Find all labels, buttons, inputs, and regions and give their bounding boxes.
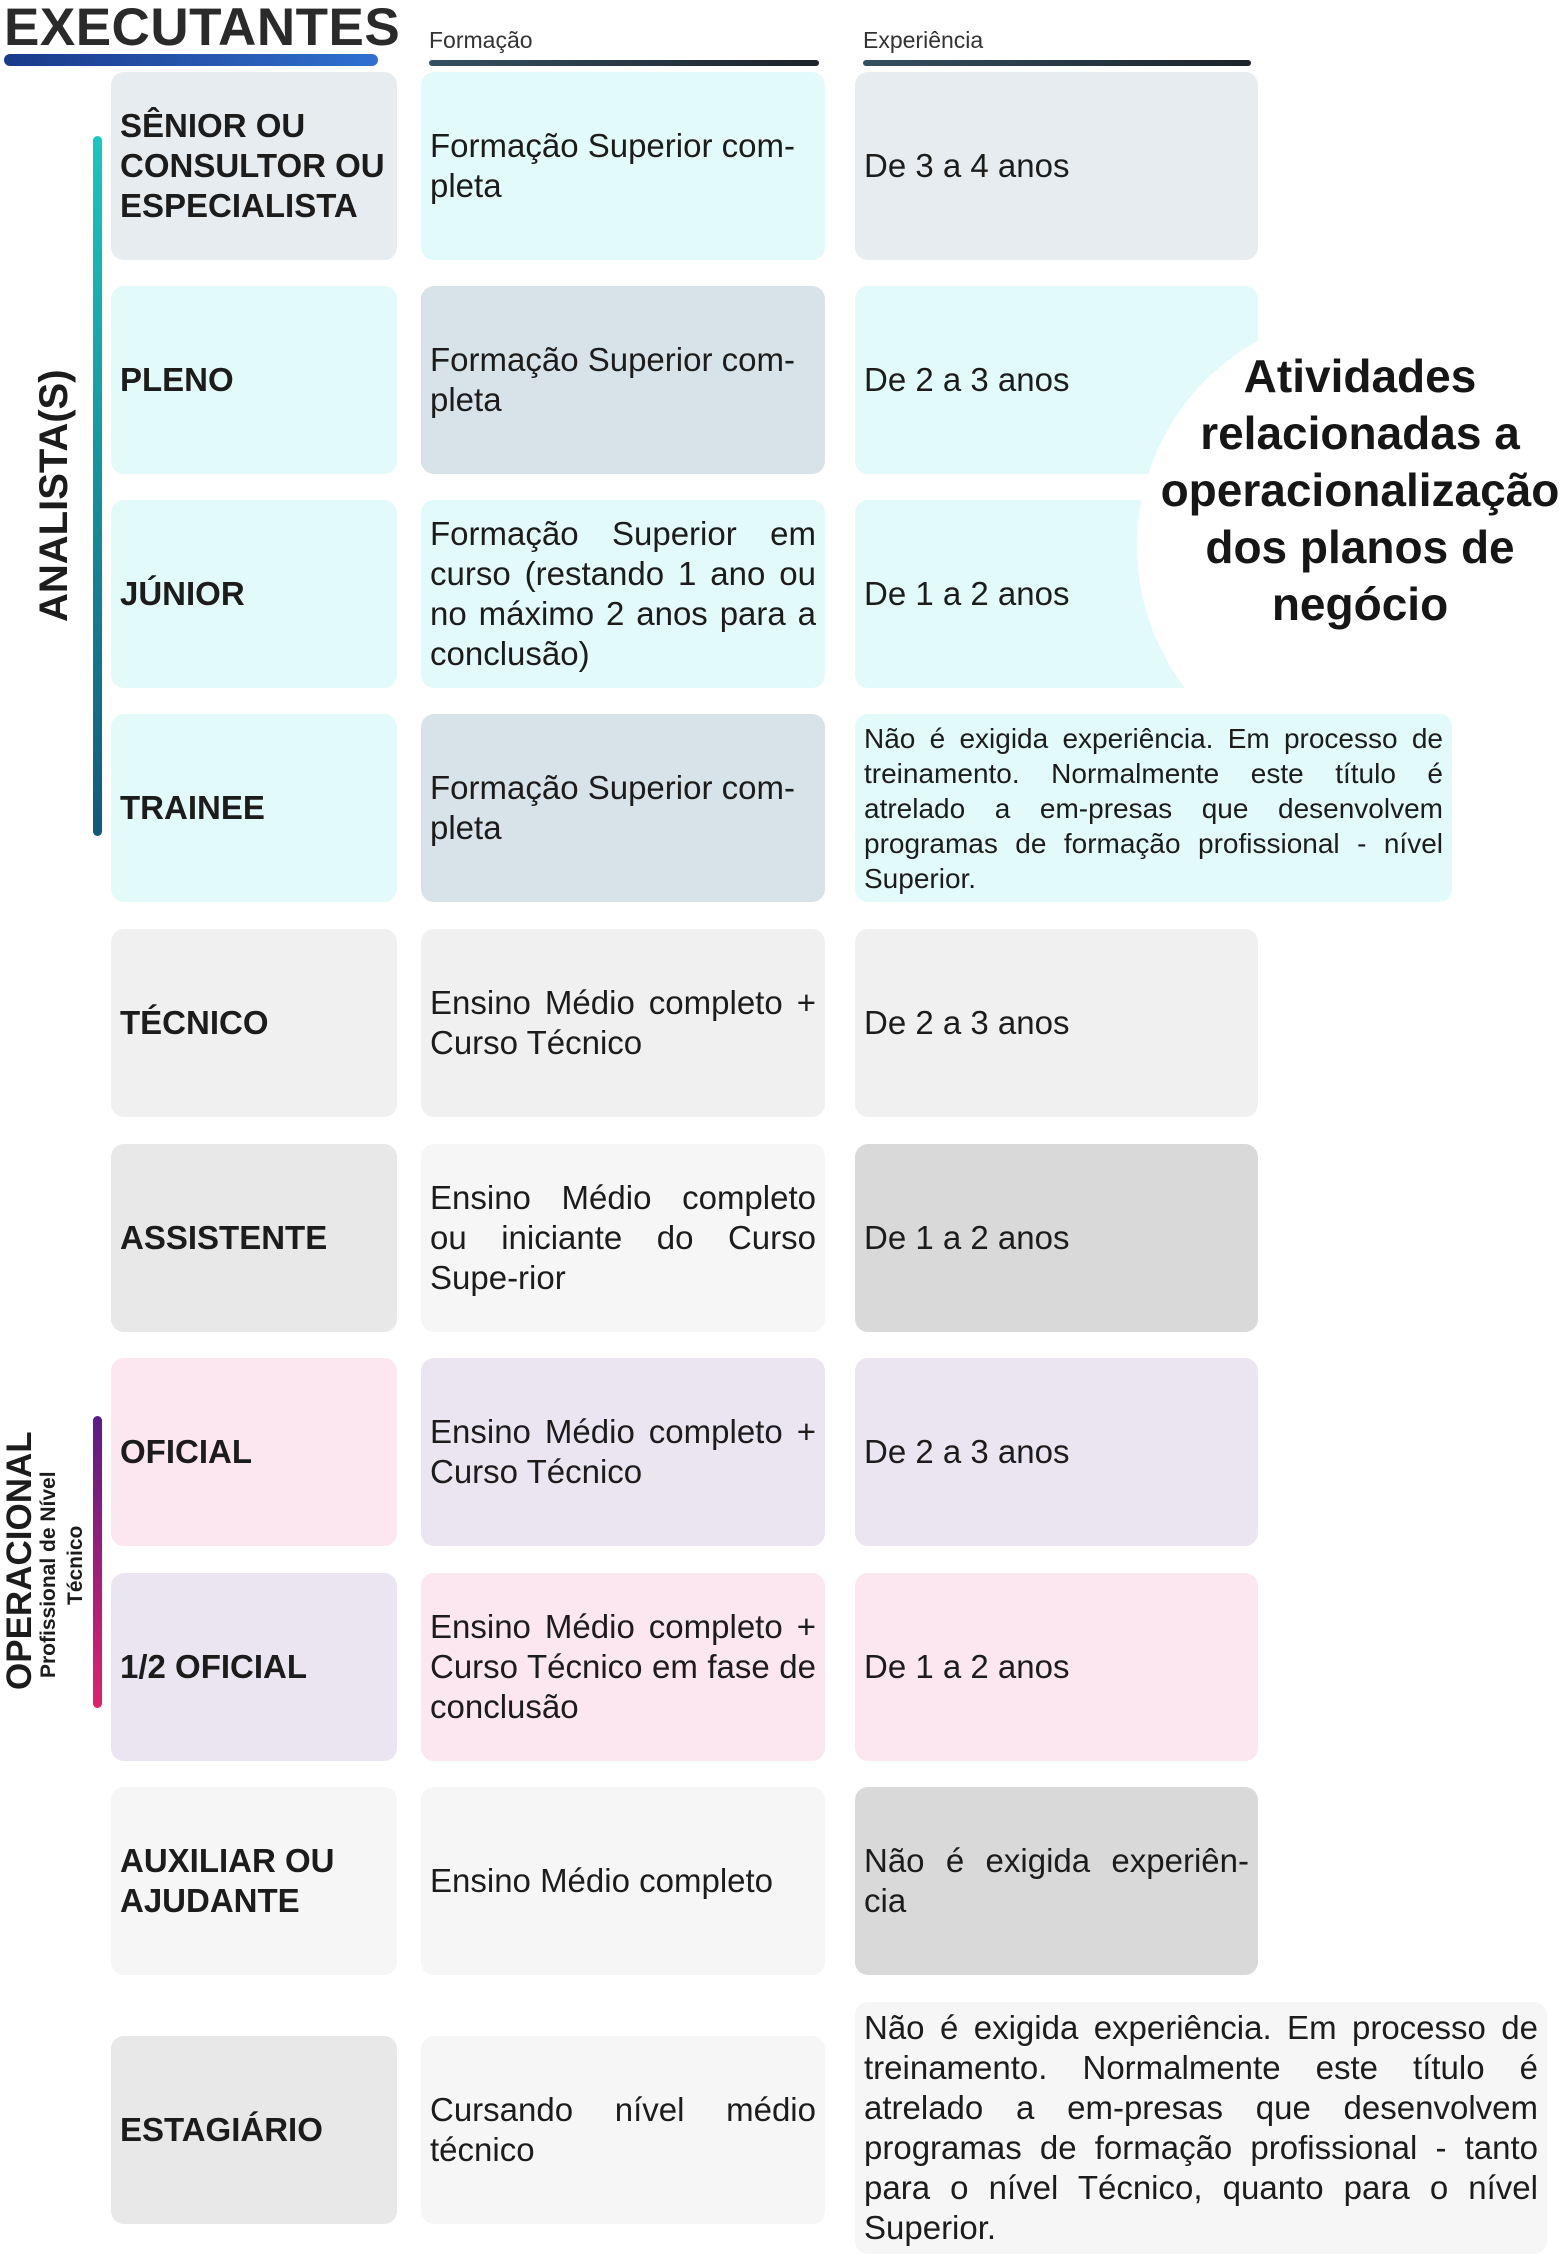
formacao-text: Formação Superior com-pleta (430, 341, 795, 418)
formacao-text: Cursando nível médio técnico (430, 2091, 816, 2168)
callout-text: Atividades relacionadas a operacionaliza… (1160, 350, 1560, 630)
formacao-cell: Ensino Médio completo + Curso Técnico (421, 1358, 825, 1546)
formacao-cell: Formação Superior com-pleta (421, 286, 825, 474)
formacao-cell: Ensino Médio completo + Curso Técnico (421, 929, 825, 1117)
level-cell: 1/2 OFICIAL (111, 1573, 397, 1761)
experiencia-text: Não é exigida experiência. Em processo d… (864, 2009, 1538, 2246)
level-cell: OFICIAL (111, 1358, 397, 1546)
page-title: EXECUTANTES (4, 0, 401, 57)
level-cell: PLENO (111, 286, 397, 474)
experiencia-text: De 2 a 3 anos (864, 1004, 1070, 1041)
level-cell: ASSISTENTE (111, 1144, 397, 1332)
formacao-cell: Formação Superior em curso (restando 1 a… (421, 500, 825, 688)
formacao-cell: Ensino Médio completo + Curso Técnico em… (421, 1573, 825, 1761)
column-underline-experiencia (863, 60, 1251, 66)
experiencia-cell: De 2 a 3 anos (855, 1358, 1258, 1546)
level-cell: JÚNIOR (111, 500, 397, 688)
formacao-text: Ensino Médio completo (430, 1862, 774, 1899)
formacao-cell: Ensino Médio completo (421, 1787, 825, 1975)
column-header-formacao: Formação (429, 27, 533, 53)
experiencia-cell: De 1 a 2 anos (855, 1573, 1258, 1761)
formacao-text: Formação Superior com-pleta (430, 127, 795, 204)
formacao-cell: Cursando nível médio técnico (421, 2036, 825, 2224)
experiencia-text: De 1 a 2 anos (864, 1648, 1070, 1685)
formacao-cell: Formação Superior com-pleta (421, 714, 825, 902)
experiencia-text: De 1 a 2 anos (864, 575, 1070, 612)
operacional-group-sublabel-1: Profissional de Nível (37, 1471, 60, 1678)
level-label: TRAINEE (120, 789, 265, 826)
experiencia-cell: De 3 a 4 anos (855, 72, 1258, 260)
analista-group-bar (93, 136, 102, 836)
formacao-text: Formação Superior com-pleta (430, 769, 795, 846)
level-cell: ESTAGIÁRIO (111, 2036, 397, 2224)
experiencia-text: Não é exigida experiência. Em processo d… (864, 722, 1443, 894)
experiencia-text: Não é exigida experiên-cia (864, 1842, 1249, 1919)
level-label: AUXILIAR OU AJUDANTE (120, 1842, 335, 1919)
callout-circle (1137, 311, 1568, 781)
level-label: ESTAGIÁRIO (120, 2111, 323, 2148)
experiencia-cell: Não é exigida experiência. Em processo d… (855, 714, 1452, 902)
level-cell: AUXILIAR OU AJUDANTE (111, 1787, 397, 1975)
column-header-experiencia: Experiência (863, 27, 984, 53)
level-label: JÚNIOR (120, 575, 245, 612)
experiencia-cell: De 1 a 2 anos (855, 1144, 1258, 1332)
operacional-group-label: OPERACIONAL (0, 1431, 39, 1690)
operacional-group-bar (93, 1416, 102, 1708)
formacao-text: Ensino Médio completo + Curso Técnico em… (430, 1608, 816, 1725)
experiencia-cell: Não é exigida experiên-cia (855, 1787, 1258, 1975)
operacional-group-sublabel-2: Técnico (64, 1525, 87, 1605)
formacao-cell: Formação Superior com-pleta (421, 72, 825, 260)
formacao-text: Ensino Médio completo + Curso Técnico (430, 1413, 816, 1490)
experiencia-text: De 2 a 3 anos (864, 1433, 1070, 1470)
experiencia-text: De 3 a 4 anos (864, 147, 1070, 184)
title-underline (4, 54, 378, 66)
formacao-text: Ensino Médio completo ou iniciante do Cu… (430, 1179, 816, 1296)
experiencia-text: De 1 a 2 anos (864, 1219, 1070, 1256)
experiencia-cell: Não é exigida experiência. Em processo d… (855, 2002, 1547, 2254)
column-underline-formacao (429, 60, 819, 66)
level-label: TÉCNICO (120, 1004, 269, 1041)
formacao-text: Formação Superior em curso (restando 1 a… (430, 515, 816, 672)
level-label: SÊNIOR OU CONSULTOR OU ESPECIALISTA (120, 107, 385, 224)
formacao-cell: Ensino Médio completo ou iniciante do Cu… (421, 1144, 825, 1332)
experiencia-cell: De 2 a 3 anos (855, 929, 1258, 1117)
level-label: OFICIAL (120, 1433, 252, 1470)
experiencia-text: De 2 a 3 anos (864, 361, 1070, 398)
level-cell: TRAINEE (111, 714, 397, 902)
level-label: ASSISTENTE (120, 1219, 328, 1256)
experiencia-cell: De 2 a 3 anos (855, 286, 1258, 474)
level-label: 1/2 OFICIAL (120, 1648, 308, 1685)
level-cell: TÉCNICO (111, 929, 397, 1117)
formacao-text: Ensino Médio completo + Curso Técnico (430, 984, 816, 1061)
level-label: PLENO (120, 361, 234, 398)
level-cell: SÊNIOR OU CONSULTOR OU ESPECIALISTA (111, 72, 397, 260)
analista-group-label: ANALISTA(S) (32, 369, 76, 622)
